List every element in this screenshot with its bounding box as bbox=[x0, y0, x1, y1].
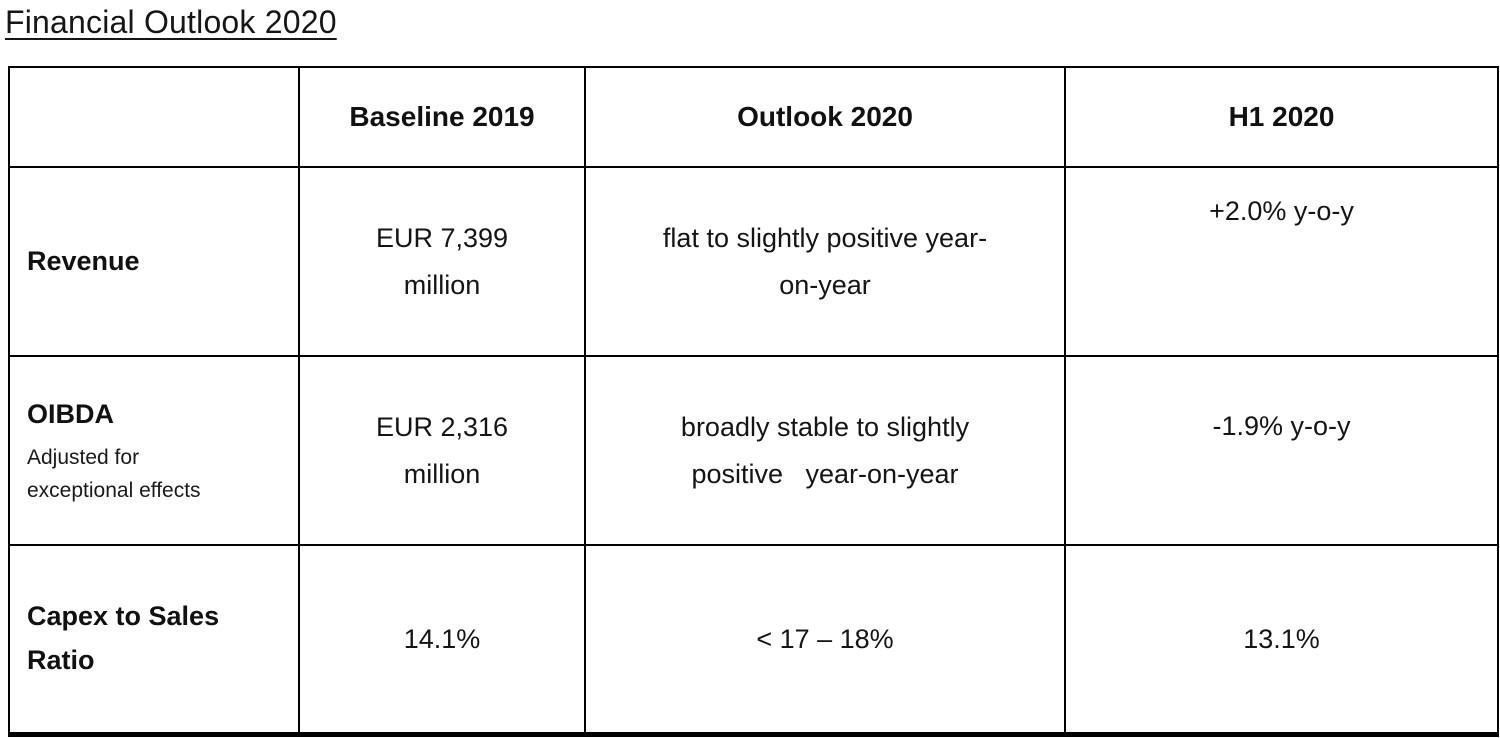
header-outlook-2020: Outlook 2020 bbox=[584, 66, 1066, 168]
table-row-capex: Capex to Sales Ratio 14.1% < 17 – 18% 13… bbox=[8, 544, 1499, 737]
revenue-baseline-value: EUR 7,399 million bbox=[298, 166, 586, 357]
oibda-h1-value: -1.9% y-o-y bbox=[1064, 355, 1499, 546]
row-label-capex: Capex to Sales Ratio bbox=[27, 601, 220, 675]
header-h1-2020: H1 2020 bbox=[1064, 66, 1499, 168]
row-sublabel-oibda: Adjusted for exceptional effects bbox=[27, 445, 201, 503]
table-row-oibda: OIBDA Adjusted for exceptional effects E… bbox=[8, 355, 1499, 546]
capex-outlook-value: < 17 – 18% bbox=[584, 544, 1066, 737]
revenue-h1-value: +2.0% y-o-y bbox=[1064, 166, 1499, 357]
table-header-row: Baseline 2019 Outlook 2020 H1 2020 bbox=[8, 66, 1499, 168]
revenue-outlook-value: flat to slightly positive year- on-year bbox=[584, 166, 1066, 357]
oibda-baseline-value: EUR 2,316 million bbox=[298, 355, 586, 546]
table-row-revenue: Revenue EUR 7,399 million flat to slight… bbox=[8, 166, 1499, 357]
oibda-outlook-value: broadly stable to slightly positive year… bbox=[584, 355, 1066, 546]
revenue-label-cell: Revenue bbox=[8, 166, 300, 357]
oibda-label-cell: OIBDA Adjusted for exceptional effects bbox=[8, 355, 300, 546]
capex-h1-value: 13.1% bbox=[1064, 544, 1499, 737]
row-label-revenue: Revenue bbox=[27, 245, 140, 276]
capex-baseline-value: 14.1% bbox=[298, 544, 586, 737]
row-label-oibda: OIBDA bbox=[27, 399, 114, 430]
financial-outlook-table: Baseline 2019 Outlook 2020 H1 2020 Reven… bbox=[8, 66, 1499, 737]
header-baseline-2019: Baseline 2019 bbox=[298, 66, 586, 168]
header-empty-cell bbox=[8, 66, 300, 168]
capex-label-cell: Capex to Sales Ratio bbox=[8, 544, 300, 737]
page-title: Financial Outlook 2020 bbox=[5, 4, 337, 40]
